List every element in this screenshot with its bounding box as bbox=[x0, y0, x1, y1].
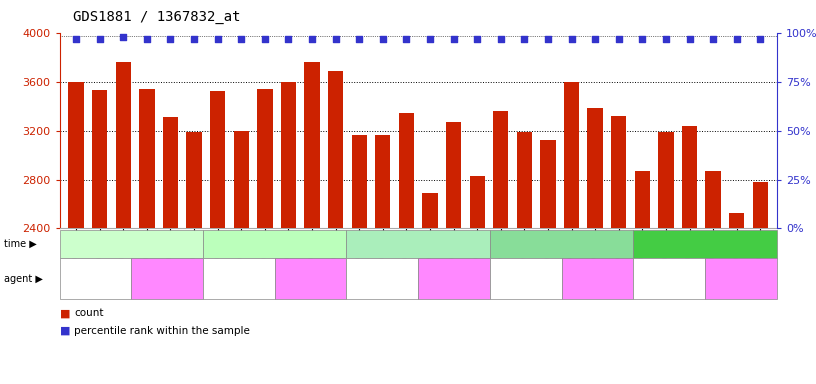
Point bbox=[494, 35, 508, 41]
Text: mono-2-ethyl
hexyl phthalate: mono-2-ethyl hexyl phthalate bbox=[137, 269, 197, 288]
Point bbox=[542, 35, 555, 41]
Text: ■: ■ bbox=[60, 326, 70, 336]
Bar bbox=[304, 62, 320, 228]
Point bbox=[282, 35, 295, 41]
Text: count: count bbox=[74, 308, 104, 318]
Point bbox=[565, 35, 578, 41]
Point bbox=[235, 35, 248, 41]
Point bbox=[588, 35, 601, 41]
Bar bbox=[163, 117, 178, 228]
Bar bbox=[352, 135, 367, 228]
Bar bbox=[564, 82, 579, 228]
Text: mono-2-ethyl
hexyl phthalate: mono-2-ethyl hexyl phthalate bbox=[711, 269, 771, 288]
Bar bbox=[375, 135, 391, 228]
Text: mono-2-ethyl
hexyl phthalate: mono-2-ethyl hexyl phthalate bbox=[567, 269, 628, 288]
Bar bbox=[469, 176, 485, 228]
Bar bbox=[257, 89, 273, 228]
Bar bbox=[540, 140, 556, 228]
Point bbox=[259, 35, 272, 41]
Point bbox=[400, 35, 413, 41]
Text: 1 h: 1 h bbox=[122, 238, 140, 250]
Bar bbox=[399, 113, 414, 228]
Bar bbox=[493, 111, 508, 228]
Point bbox=[518, 35, 531, 41]
Point bbox=[424, 35, 437, 41]
Bar bbox=[281, 81, 296, 228]
Bar bbox=[682, 126, 697, 228]
Point bbox=[69, 35, 82, 41]
Point bbox=[117, 33, 130, 40]
Point bbox=[211, 35, 224, 41]
Bar bbox=[92, 90, 108, 228]
Text: 12 h: 12 h bbox=[692, 238, 718, 250]
Bar bbox=[140, 89, 154, 228]
Point bbox=[471, 35, 484, 41]
Bar bbox=[752, 182, 768, 228]
Point bbox=[707, 35, 720, 41]
Point bbox=[636, 35, 649, 41]
Bar bbox=[517, 132, 532, 228]
Bar bbox=[328, 71, 344, 228]
Text: time ▶: time ▶ bbox=[4, 239, 37, 249]
Point bbox=[305, 35, 318, 41]
Text: corn oil control: corn oil control bbox=[641, 274, 698, 283]
Bar bbox=[588, 108, 603, 228]
Text: corn oil control: corn oil control bbox=[211, 274, 268, 283]
Point bbox=[754, 35, 767, 41]
Point bbox=[730, 35, 743, 41]
Text: corn oil control: corn oil control bbox=[353, 274, 411, 283]
Point bbox=[683, 35, 696, 41]
Text: GDS1881 / 1367832_at: GDS1881 / 1367832_at bbox=[73, 10, 241, 23]
Point bbox=[140, 35, 153, 41]
Point bbox=[447, 35, 460, 41]
Bar bbox=[210, 91, 225, 228]
Bar bbox=[423, 193, 437, 228]
Text: mono-2-ethyl
hexyl phthalate: mono-2-ethyl hexyl phthalate bbox=[424, 269, 484, 288]
Point bbox=[188, 35, 201, 41]
Text: 2 h: 2 h bbox=[265, 238, 284, 250]
Text: corn oil control: corn oil control bbox=[67, 274, 124, 283]
Point bbox=[659, 35, 672, 41]
Text: mono-2-ethyl
hexyl phthalate: mono-2-ethyl hexyl phthalate bbox=[281, 269, 341, 288]
Bar bbox=[233, 131, 249, 228]
Text: corn oil control: corn oil control bbox=[497, 274, 555, 283]
Bar bbox=[186, 132, 202, 228]
Text: agent ▶: agent ▶ bbox=[4, 273, 43, 284]
Bar bbox=[706, 171, 721, 228]
Bar bbox=[611, 116, 627, 228]
Text: ■: ■ bbox=[60, 308, 70, 318]
Text: percentile rank within the sample: percentile rank within the sample bbox=[74, 326, 251, 336]
Bar bbox=[446, 122, 461, 228]
Text: 6 h: 6 h bbox=[552, 238, 571, 250]
Bar bbox=[116, 62, 131, 228]
Point bbox=[376, 35, 389, 41]
Bar bbox=[635, 171, 650, 228]
Point bbox=[612, 35, 625, 41]
Bar bbox=[659, 132, 673, 228]
Point bbox=[329, 35, 342, 41]
Bar bbox=[729, 213, 744, 228]
Bar bbox=[69, 81, 84, 228]
Point bbox=[353, 35, 366, 41]
Point bbox=[93, 35, 106, 41]
Text: 3 h: 3 h bbox=[409, 238, 428, 250]
Point bbox=[164, 35, 177, 41]
